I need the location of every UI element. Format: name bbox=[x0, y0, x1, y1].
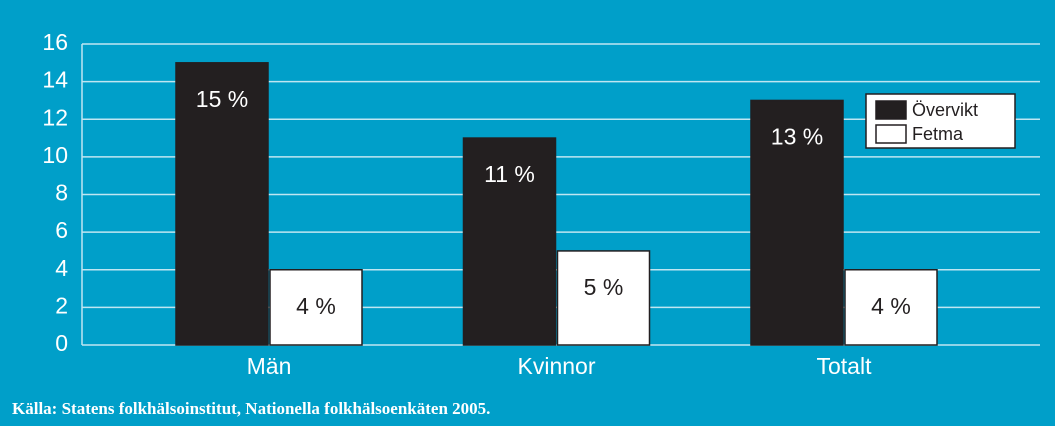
x-tick-label: Totalt bbox=[817, 353, 873, 379]
x-tick-label: Män bbox=[247, 353, 292, 379]
y-tick-label: 16 bbox=[42, 29, 68, 55]
bar bbox=[175, 62, 269, 346]
legend-label: Övervikt bbox=[912, 100, 978, 120]
legend-swatch bbox=[875, 124, 907, 144]
value-label: 5 % bbox=[584, 274, 624, 300]
y-tick-label: 10 bbox=[42, 142, 68, 168]
value-label: 4 % bbox=[296, 293, 336, 319]
value-label: 11 % bbox=[484, 161, 535, 187]
bar bbox=[462, 137, 557, 346]
value-label: 13 % bbox=[771, 124, 823, 150]
legend-swatch bbox=[875, 100, 907, 120]
source-note: Källa: Statens folkhälsoinstitut, Nation… bbox=[12, 399, 490, 418]
x-tick-label: Kvinnor bbox=[518, 353, 596, 379]
y-tick-label: 4 bbox=[55, 255, 68, 281]
y-tick-label: 2 bbox=[55, 292, 68, 318]
value-label: 15 % bbox=[196, 86, 248, 112]
value-label: 4 % bbox=[871, 293, 911, 319]
y-tick-label: 8 bbox=[55, 180, 68, 206]
bar bbox=[750, 99, 844, 346]
legend-label: Fetma bbox=[912, 124, 964, 144]
bar bbox=[556, 250, 651, 346]
y-tick-label: 6 bbox=[55, 217, 68, 243]
y-tick-label: 12 bbox=[42, 104, 68, 130]
y-tick-label: 14 bbox=[42, 67, 68, 93]
bar bbox=[269, 269, 363, 346]
bar bbox=[844, 269, 938, 346]
y-tick-label: 0 bbox=[55, 330, 68, 356]
